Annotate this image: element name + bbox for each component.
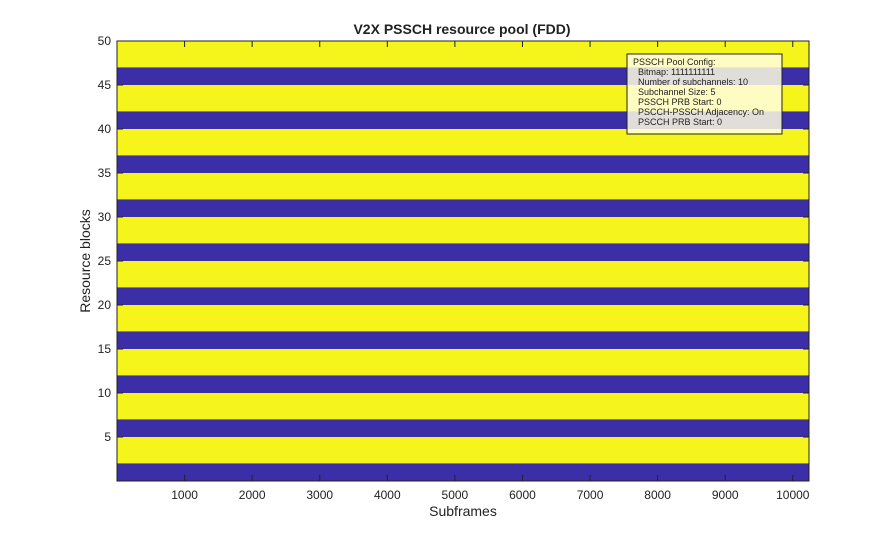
y-tick-label: 30 [98, 210, 112, 224]
y-tick-label: 50 [98, 34, 112, 48]
x-tick-label: 5000 [442, 488, 469, 502]
x-tick-label: 1000 [171, 488, 198, 502]
pool-config-annotation: PSSCH Pool Config: Bitmap: 1111111111 Nu… [626, 53, 783, 135]
pscch-band-2 [117, 375, 809, 393]
x-tick-label: 4000 [374, 488, 401, 502]
x-tick-label: 7000 [577, 488, 604, 502]
pscch-band-3 [117, 331, 809, 349]
y-tick-label: 25 [98, 254, 112, 268]
x-axis: 1000 2000 3000 4000 5000 6000 7000 8000 9000 1000… [171, 41, 810, 502]
y-tick-label: 10 [98, 386, 112, 400]
y-tick-label: 35 [98, 166, 112, 180]
y-tick-label: 45 [98, 78, 112, 92]
x-tick-label: 10000 [776, 488, 810, 502]
x-tick-label: 3000 [306, 488, 333, 502]
annotation-line: PSSCH Pool Config: [633, 57, 716, 67]
pscch-band-5 [117, 243, 809, 261]
x-tick-label: 9000 [712, 488, 739, 502]
y-axis: 5 10 15 20 25 30 35 40 45 50 [98, 34, 809, 444]
annotation-line: Subchannel Size: 5 [633, 87, 716, 97]
y-tick-label: 15 [98, 342, 112, 356]
x-axis-label: Subframes [429, 503, 497, 519]
annotation-line: PSCCH PRB Start: 0 [633, 117, 722, 127]
pssch-band-5 [117, 217, 809, 244]
pssch-band-4 [117, 261, 809, 288]
pscch-band-0 [117, 463, 809, 481]
y-tick-label: 5 [104, 430, 111, 444]
y-axis-label: Resource blocks [77, 209, 93, 313]
pssch-band-6 [117, 173, 809, 200]
annotation-line: Number of subchannels: 10 [633, 77, 748, 87]
pscch-band-4 [117, 287, 809, 305]
x-tick-label: 8000 [644, 488, 671, 502]
pssch-band-0 [117, 437, 809, 464]
annotation-background [626, 53, 783, 135]
pssch-band-3 [117, 305, 809, 332]
x-tick-label: 6000 [509, 488, 536, 502]
chart-title: V2X PSSCH resource pool (FDD) [353, 21, 570, 37]
annotation-line: PSSCH PRB Start: 0 [633, 97, 722, 107]
pssch-band-1 [117, 393, 809, 420]
x-tick-label: 2000 [239, 488, 266, 502]
y-tick-label: 40 [98, 122, 112, 136]
pscch-band-1 [117, 419, 809, 437]
pscch-band-6 [117, 199, 809, 217]
pscch-band-7 [117, 155, 809, 173]
y-tick-label: 20 [98, 298, 112, 312]
annotation-line: Bitmap: 1111111111 [633, 67, 715, 77]
pssch-band-2 [117, 349, 809, 376]
annotation-line: PSCCH-PSSCH Adjacency: On [633, 107, 764, 117]
